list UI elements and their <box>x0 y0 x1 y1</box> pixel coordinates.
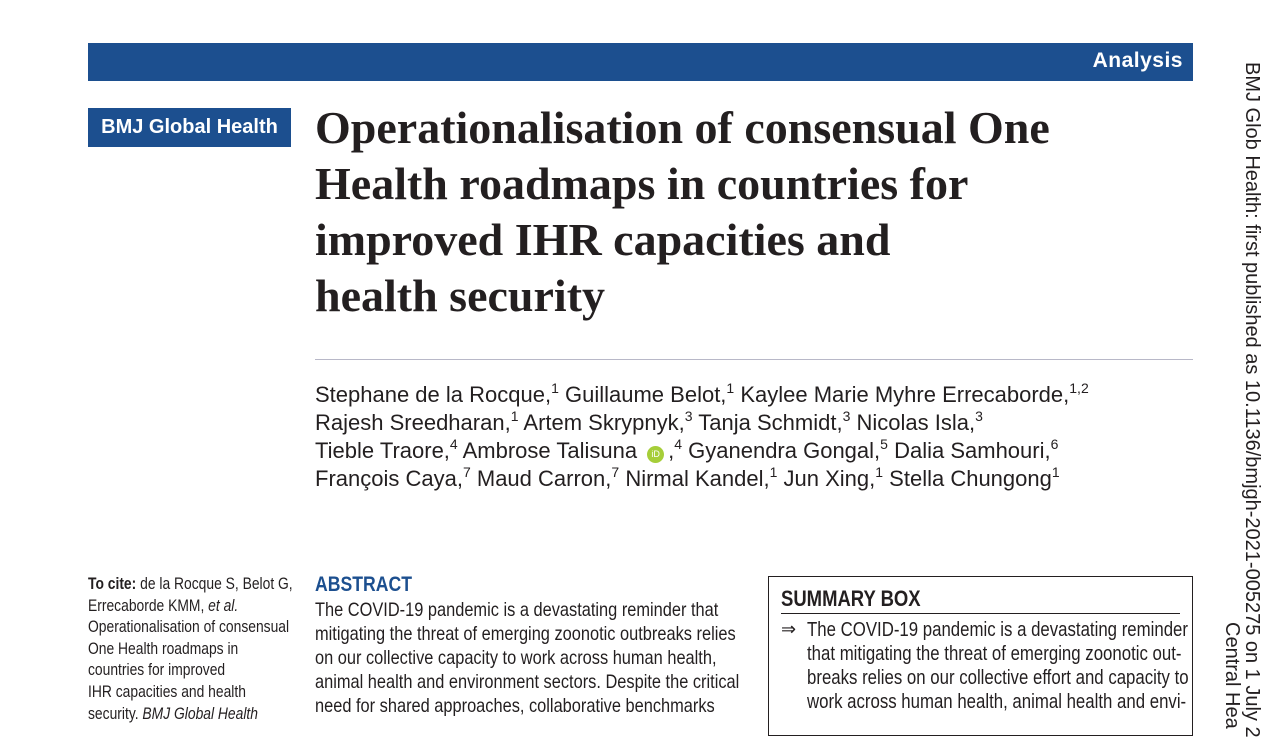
author-name: Nicolas Isla, <box>856 410 976 435</box>
author-name: Stella Chungong <box>889 466 1052 491</box>
citation-text: Errecaborde KMM, <box>88 596 209 615</box>
article-title: Operationalisation of consensual One Heal… <box>315 100 1050 324</box>
affiliation: 1,2 <box>1069 380 1089 396</box>
affiliation: 1 <box>551 380 559 396</box>
orcid-icon: iD <box>647 446 665 463</box>
author-name: Tanja Schmidt, <box>698 410 843 435</box>
summary-line: The COVID-19 pandemic is a devastating r… <box>807 619 1188 641</box>
author-name: Kaylee Marie Myhre Errecaborde, <box>740 382 1070 407</box>
citation-line: One Health roadmaps in <box>88 639 293 661</box>
affiliation: 1 <box>510 408 519 424</box>
author-name: François Caya, <box>315 466 463 491</box>
header-bar: Analysis <box>88 43 1193 81</box>
section-label: Analysis <box>1092 49 1183 72</box>
abstract-line: The COVID-19 pandemic is a devastating r… <box>315 599 719 621</box>
citation-line: To cite: de la Rocque S, Belot G, <box>88 574 293 596</box>
citation-text: Operationalisation of consensual <box>88 618 290 637</box>
abstract-line: mitigating the threat of emerging zoonot… <box>315 623 736 645</box>
affiliation: 3 <box>684 408 693 424</box>
citation-line: countries for improved <box>88 660 293 682</box>
citation-text: One Health roadmaps in <box>88 639 239 658</box>
citation-text: countries for improved <box>88 661 226 680</box>
author-line: Rajesh Sreedharan,1 Artem Skrypnyk,3 Tan… <box>315 409 1089 437</box>
author-name: Artem Skrypnyk, <box>523 410 685 435</box>
citation-text: IHR capacities and health <box>88 682 246 701</box>
summary-rule <box>781 613 1180 614</box>
title-line: improved IHR capacities and <box>315 214 891 265</box>
citation-text: et al. <box>208 596 239 615</box>
author-name: Tieble Traore, <box>315 438 450 463</box>
summary-line: work across human health, animal health … <box>807 691 1187 713</box>
affiliation: 7 <box>462 464 471 480</box>
citation-line: Operationalisation of consensual <box>88 617 293 639</box>
affiliation: 4 <box>674 436 683 452</box>
author-line: Tieble Traore,4 Ambrose Talisuna iD ,4 Gya… <box>315 437 1089 465</box>
author-name: Ambrose Talisuna <box>462 438 638 463</box>
divider <box>315 359 1193 360</box>
summary-body: The COVID-19 pandemic is a devastating r… <box>807 618 1189 714</box>
citation-text: security. <box>88 704 143 723</box>
page: Analysis BMJ Global Health Operationalis… <box>88 43 1263 738</box>
citation-line: Errecaborde KMM, et al. <box>88 596 293 618</box>
affiliation: 6 <box>1050 436 1059 452</box>
abstract-line: animal health and environment sectors. D… <box>315 671 740 693</box>
author-name: Stephane de la Rocque, <box>315 382 552 407</box>
author-punct: , <box>668 438 675 463</box>
abstract-line: need for shared approaches, collaborativ… <box>315 695 715 717</box>
title-line: Health roadmaps in countries for <box>315 158 969 209</box>
title-line: Operationalisation of consensual One <box>315 102 1050 153</box>
author-name: Guillaume Belot, <box>565 382 727 407</box>
sidebar-line: BMJ Glob Health: first published as 10.1… <box>1241 62 1263 738</box>
affiliation: 3 <box>842 408 851 424</box>
citation-text: BMJ Global Health <box>142 704 258 723</box>
citation: To cite: de la Rocque S, Belot G, Errecab… <box>88 574 293 725</box>
affiliation: 1 <box>875 464 884 480</box>
summary-heading: SUMMARY BOX <box>781 586 921 611</box>
journal-badge: BMJ Global Health <box>88 108 291 147</box>
author-name: Dalia Samhouri, <box>894 438 1051 463</box>
abstract-line: on our collective capacity to work acros… <box>315 647 717 669</box>
affiliation: 1 <box>1051 464 1060 480</box>
author-name: Rajesh Sreedharan, <box>315 410 511 435</box>
author-name: Gyanendra Gongal, <box>688 438 881 463</box>
sidebar-line: Central Hea <box>1221 622 1243 729</box>
affiliation: 7 <box>611 464 620 480</box>
affiliation: 4 <box>449 436 458 452</box>
summary-line: that mitigating the threat of emerging z… <box>807 643 1182 665</box>
author-line: Stephane de la Rocque,1 Guillaume Belot,… <box>315 381 1089 409</box>
author-name: Nirmal Kandel, <box>625 466 770 491</box>
citation-line: security. BMJ Global Health <box>88 704 293 726</box>
author-name: Maud Carron, <box>476 466 612 491</box>
title-line: health security <box>315 270 606 321</box>
author-list: Stephane de la Rocque,1 Guillaume Belot,… <box>315 381 1089 493</box>
abstract-body: The COVID-19 pandemic is a devastating r… <box>315 598 739 718</box>
summary-line: breaks relies on our collective effort a… <box>807 667 1189 689</box>
affiliation: 1 <box>769 464 778 480</box>
citation-text: de la Rocque S, Belot G, <box>136 575 293 593</box>
citation-line: IHR capacities and health <box>88 682 293 704</box>
citation-text: To cite: <box>88 575 137 593</box>
summary-bullet: ⇒ <box>781 619 797 639</box>
affiliation: 3 <box>975 408 983 424</box>
author-name: Jun Xing, <box>783 466 876 491</box>
abstract-heading: ABSTRACT <box>315 573 413 596</box>
author-line: François Caya,7 Maud Carron,7 Nirmal Kan… <box>315 465 1089 493</box>
affiliation: 1 <box>726 380 735 396</box>
affiliation: 5 <box>880 436 888 452</box>
